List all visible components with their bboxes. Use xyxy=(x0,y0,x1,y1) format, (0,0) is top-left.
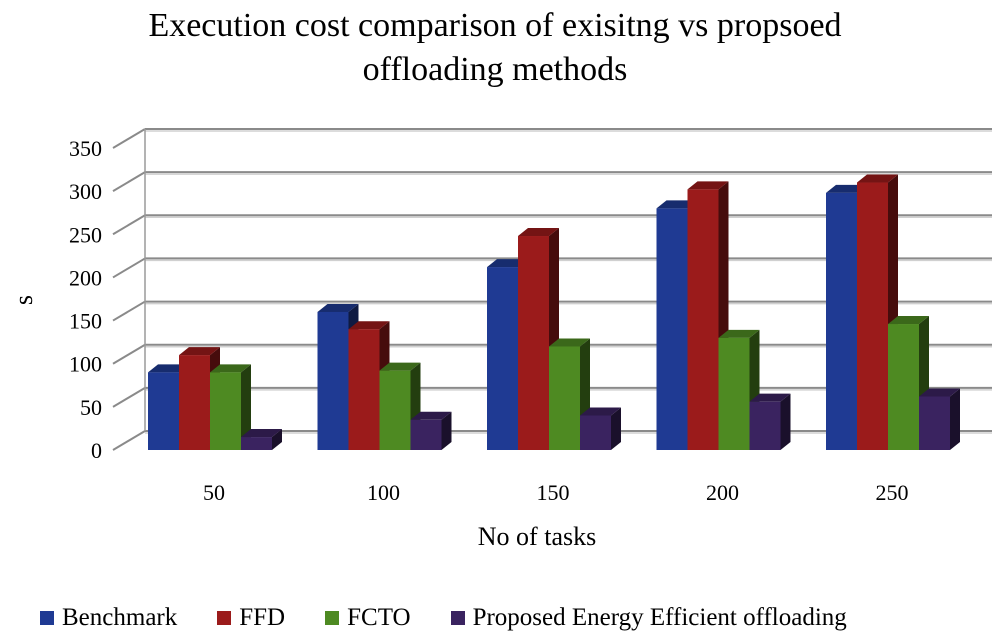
bar-side xyxy=(611,407,621,450)
y-axis-title: s xyxy=(9,295,38,305)
chart-title: Execution cost comparison of exisitng vs… xyxy=(0,4,990,92)
legend-item: Benchmark xyxy=(40,604,177,632)
chart-title-line-1: Execution cost comparison of exisitng vs… xyxy=(148,7,842,44)
legend-item: FCTO xyxy=(325,604,411,632)
bar-top xyxy=(487,259,528,268)
gridline-depth xyxy=(112,128,146,149)
bar xyxy=(749,393,791,450)
bar-front xyxy=(826,192,857,450)
x-axis-title: No of tasks xyxy=(478,522,596,551)
bar-top xyxy=(518,228,559,237)
y-tick-label: 350 xyxy=(69,136,102,161)
gridline-depth xyxy=(112,343,146,365)
legend-label: FFD xyxy=(239,604,286,631)
bar-front xyxy=(487,267,518,450)
legend-swatch xyxy=(40,611,54,625)
bar-top xyxy=(749,393,791,402)
bar-top xyxy=(718,329,760,338)
x-tick-label: 150 xyxy=(537,480,570,505)
y-tick-labels: 0 50 100 150 200 250 300 350 xyxy=(69,136,102,463)
bar-front xyxy=(317,311,349,450)
bar-front xyxy=(687,189,719,450)
bar-front xyxy=(348,329,380,450)
x-tick-labels: 50 100 150 200 250 xyxy=(203,480,909,505)
bar-side xyxy=(950,388,960,450)
bars xyxy=(148,174,960,450)
bar-front xyxy=(210,372,241,450)
legend-swatch xyxy=(450,611,465,625)
y-tick-label: 100 xyxy=(69,352,102,377)
bar xyxy=(241,429,282,450)
bar-front xyxy=(656,208,688,450)
y-tick-label: 250 xyxy=(69,222,102,247)
chart-title-line-2: offloading methods xyxy=(362,51,628,88)
bar-front xyxy=(179,355,210,450)
bar-front xyxy=(518,236,549,450)
gridline-depth xyxy=(112,171,146,193)
bar xyxy=(888,316,929,450)
bar-front xyxy=(410,419,442,450)
bar-top xyxy=(549,338,590,347)
x-tick-label: 100 xyxy=(367,480,400,505)
y-tick-label: 300 xyxy=(69,179,102,204)
x-tick-label: 200 xyxy=(706,480,739,505)
y-tick-label: 50 xyxy=(80,395,102,420)
legend-swatch xyxy=(217,611,232,625)
bar-front xyxy=(148,372,179,450)
bar-top xyxy=(687,181,729,190)
bar-side xyxy=(780,393,791,450)
y-tick-label: 200 xyxy=(69,265,102,290)
bar-front xyxy=(888,324,919,450)
bar-top xyxy=(210,364,251,373)
bar-front xyxy=(241,437,272,450)
bar-top xyxy=(179,347,220,356)
gridline-depth xyxy=(112,386,146,408)
bar-top xyxy=(656,200,698,209)
gridline-depth xyxy=(112,430,146,451)
y-tick-label: 150 xyxy=(69,309,102,334)
gridline-depth xyxy=(112,214,146,236)
bar-top xyxy=(919,388,960,397)
legend-label: Benchmark xyxy=(62,604,178,631)
legend-label: FCTO xyxy=(347,604,411,631)
x-tick-label: 50 xyxy=(203,480,225,505)
bar xyxy=(580,407,621,450)
legend-item: FFD xyxy=(217,604,285,632)
bar-front xyxy=(549,346,580,450)
bar-top xyxy=(241,429,282,438)
bar-front xyxy=(919,396,950,450)
legend-item: Proposed Energy Efficient offloading xyxy=(450,604,847,632)
bar-front xyxy=(580,415,611,450)
legend-swatch xyxy=(325,611,340,625)
bar-top xyxy=(888,316,929,325)
bar-top xyxy=(379,362,421,371)
bar-top xyxy=(348,321,390,330)
bar-front xyxy=(718,337,750,450)
bar-side xyxy=(441,411,452,450)
y-tick-label: 0 xyxy=(91,438,102,463)
legend: Benchmark FFD FCTO Proposed Energy Efficien… xyxy=(40,604,887,632)
bar-top xyxy=(410,411,452,420)
bar-top xyxy=(857,174,898,183)
bar xyxy=(210,364,251,450)
bar-top xyxy=(317,303,359,312)
bar-top xyxy=(580,407,621,416)
bar-front xyxy=(857,182,888,450)
bar-front xyxy=(379,370,411,450)
legend-label: Proposed Energy Efficient offloading xyxy=(472,604,847,631)
gridline-depth xyxy=(112,257,146,279)
bar xyxy=(919,388,960,450)
gridline-depth xyxy=(112,300,146,322)
bar-top xyxy=(826,184,867,193)
bar xyxy=(410,411,452,450)
x-tick-label: 250 xyxy=(876,480,909,505)
bar-side xyxy=(241,364,251,450)
bar-side xyxy=(272,429,282,450)
bar-front xyxy=(749,401,781,450)
bar-top xyxy=(148,364,189,373)
